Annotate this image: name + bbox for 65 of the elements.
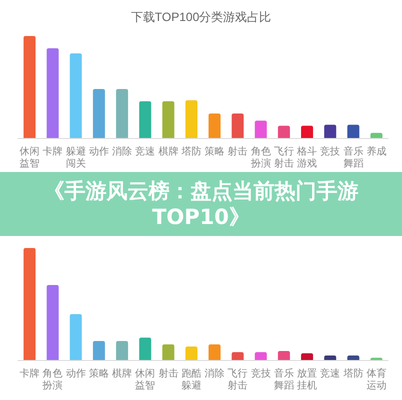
bar (324, 356, 336, 360)
bar (139, 101, 152, 138)
bar (70, 53, 82, 138)
x-tick-label: 格斗游戏 (296, 146, 318, 170)
bar (116, 89, 128, 138)
bar (208, 114, 221, 138)
bar (278, 351, 290, 360)
bar (324, 124, 336, 138)
x-tick-label: 消除 (112, 146, 132, 158)
bar (46, 284, 59, 360)
x-tick-label: 躲避闯关 (66, 146, 86, 170)
x-tick-label: 休闲益智 (135, 368, 156, 392)
x-tick-label: 跑酷躲避 (181, 368, 202, 392)
bar (162, 344, 174, 360)
x-tick-label: 策略 (204, 146, 225, 158)
x-tick-label: 卡牌 (42, 146, 63, 158)
x-tick-label: 动作 (66, 368, 86, 380)
bar (139, 338, 152, 360)
x-tick-label: 动作 (88, 146, 109, 158)
x-tick-label: 射击 (228, 146, 248, 158)
chart-title: 《手游风云榜：盘点当前热门手游TOP10》 (44, 179, 358, 229)
bar (92, 340, 105, 360)
x-tick-label: 角色扮演 (250, 146, 271, 170)
x-tick-label: 塔防 (342, 368, 364, 380)
bar (301, 126, 314, 138)
bar (254, 120, 267, 138)
x-tick-label: 休闲益智 (20, 146, 40, 170)
bar (185, 100, 198, 138)
bar (232, 352, 244, 360)
bar (301, 353, 314, 360)
x-tick-label: 棋牌 (112, 368, 132, 380)
x-tick-label: 卡牌 (20, 368, 40, 380)
x-tick-label: 飞行射击 (274, 146, 294, 170)
bar (208, 344, 221, 360)
x-tick-label: 棋牌 (158, 146, 178, 158)
x-tick-label: 策略 (88, 368, 109, 380)
x-tick-label: 竞技 (250, 368, 271, 380)
bar (232, 114, 244, 138)
x-tick-label: 消除 (204, 368, 225, 380)
x-tick-label: 角色扮演 (42, 368, 63, 392)
bar (162, 101, 174, 138)
bar (24, 36, 36, 138)
bar (92, 89, 105, 138)
bar (254, 352, 267, 360)
bar (46, 48, 59, 138)
bar (70, 314, 82, 360)
bar (24, 248, 36, 360)
bar (347, 124, 360, 138)
x-tick-label: 飞行射击 (228, 368, 248, 392)
bar (116, 340, 128, 360)
x-tick-label: 塔防 (180, 146, 202, 158)
x-tick-label: 音乐舞蹈 (343, 146, 364, 170)
x-tick-label: 体育运动 (366, 368, 386, 392)
x-tick-label: 竞技 (320, 146, 340, 158)
x-tick-label: 竞速 (135, 146, 156, 158)
bar (370, 132, 382, 138)
x-tick-label: 射击 (158, 368, 178, 380)
bar (185, 346, 198, 360)
bar (278, 126, 290, 138)
x-tick-label: 音乐舞蹈 (274, 368, 294, 392)
x-tick-label: 放置挂机 (297, 368, 318, 392)
x-tick-label: 竞速 (320, 368, 340, 380)
bar (347, 356, 360, 360)
x-tick-label: 养成 (366, 146, 386, 158)
chart-title: 下载TOP100分类游戏占比 (130, 10, 272, 24)
